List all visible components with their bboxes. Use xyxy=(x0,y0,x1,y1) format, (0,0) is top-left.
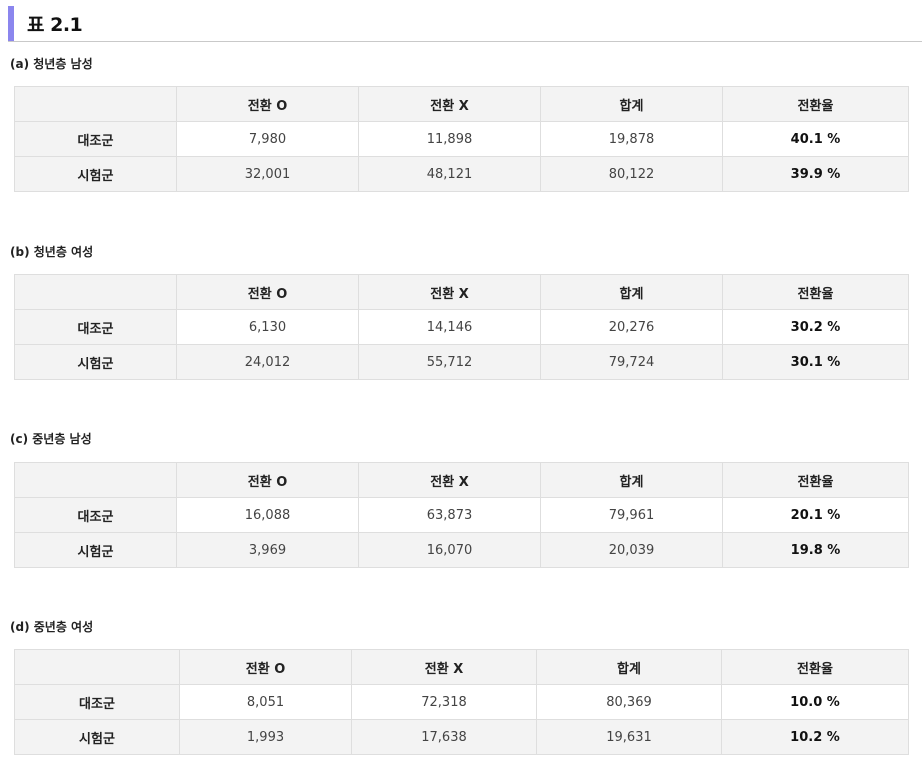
table-row: 시험군 24,012 55,712 79,724 30.1 % xyxy=(14,344,909,380)
table-row: 시험군 1,993 17,638 19,631 10.2 % xyxy=(14,719,909,755)
cell-total: 19,878 xyxy=(540,121,723,157)
heading-accent-bar xyxy=(8,6,14,41)
cell-not-converted: 14,146 xyxy=(358,309,541,345)
cell-not-converted: 16,070 xyxy=(358,532,541,568)
column-header: 전환 X xyxy=(358,274,541,310)
cell-not-converted: 48,121 xyxy=(358,156,541,192)
table-a: 전환 O 전환 X 합계 전환율 대조군 7,980 11,898 19,878… xyxy=(14,86,909,192)
cell-conversion-rate: 40.1 % xyxy=(722,121,909,157)
column-header: 전환율 xyxy=(722,462,909,498)
page-heading: 표 2.1 xyxy=(8,6,922,42)
cell-not-converted: 11,898 xyxy=(358,121,541,157)
column-header: 합계 xyxy=(540,274,723,310)
column-header xyxy=(14,274,177,310)
cell-converted: 8,051 xyxy=(179,684,352,720)
cell-total: 80,369 xyxy=(536,684,722,720)
table-header-row: 전환 O 전환 X 합계 전환율 xyxy=(14,649,909,685)
table-caption-d: (d) 중년층 여성 xyxy=(10,620,94,634)
column-header: 전환 O xyxy=(179,649,352,685)
column-header: 전환 O xyxy=(176,86,359,122)
table-header-row: 전환 O 전환 X 합계 전환율 xyxy=(14,274,909,310)
row-label: 대조군 xyxy=(14,684,180,720)
cell-not-converted: 72,318 xyxy=(351,684,537,720)
table-row: 시험군 32,001 48,121 80,122 39.9 % xyxy=(14,156,909,192)
cell-conversion-rate: 10.0 % xyxy=(721,684,909,720)
cell-converted: 6,130 xyxy=(176,309,359,345)
column-header xyxy=(14,649,180,685)
row-label: 시험군 xyxy=(14,532,177,568)
column-header: 합계 xyxy=(540,462,723,498)
cell-converted: 24,012 xyxy=(176,344,359,380)
table-row: 대조군 7,980 11,898 19,878 40.1 % xyxy=(14,121,909,157)
cell-conversion-rate: 30.1 % xyxy=(722,344,909,380)
column-header: 전환 X xyxy=(358,86,541,122)
column-header: 합계 xyxy=(536,649,722,685)
table-d: 전환 O 전환 X 합계 전환율 대조군 8,051 72,318 80,369… xyxy=(14,649,909,755)
cell-conversion-rate: 20.1 % xyxy=(722,497,909,533)
cell-total: 80,122 xyxy=(540,156,723,192)
column-header xyxy=(14,462,177,498)
table-b: 전환 O 전환 X 합계 전환율 대조군 6,130 14,146 20,276… xyxy=(14,274,909,380)
cell-conversion-rate: 39.9 % xyxy=(722,156,909,192)
cell-not-converted: 63,873 xyxy=(358,497,541,533)
cell-not-converted: 55,712 xyxy=(358,344,541,380)
column-header: 전환 X xyxy=(358,462,541,498)
row-label: 시험군 xyxy=(14,156,177,192)
column-header: 전환 X xyxy=(351,649,537,685)
cell-total: 79,961 xyxy=(540,497,723,533)
cell-converted: 32,001 xyxy=(176,156,359,192)
row-label: 시험군 xyxy=(14,344,177,380)
table-caption-a: (a) 청년층 남성 xyxy=(10,57,93,71)
cell-conversion-rate: 10.2 % xyxy=(721,719,909,755)
column-header xyxy=(14,86,177,122)
cell-converted: 7,980 xyxy=(176,121,359,157)
table-header-row: 전환 O 전환 X 합계 전환율 xyxy=(14,462,909,498)
column-header: 전환율 xyxy=(722,274,909,310)
column-header: 전환율 xyxy=(722,86,909,122)
column-header: 전환율 xyxy=(721,649,909,685)
page-title: 표 2.1 xyxy=(27,14,83,36)
row-label: 시험군 xyxy=(14,719,180,755)
table-c: 전환 O 전환 X 합계 전환율 대조군 16,088 63,873 79,96… xyxy=(14,462,909,568)
table-header-row: 전환 O 전환 X 합계 전환율 xyxy=(14,86,909,122)
table-caption-b: (b) 청년층 여성 xyxy=(10,245,94,259)
cell-total: 79,724 xyxy=(540,344,723,380)
cell-conversion-rate: 30.2 % xyxy=(722,309,909,345)
cell-total: 20,276 xyxy=(540,309,723,345)
cell-converted: 16,088 xyxy=(176,497,359,533)
cell-not-converted: 17,638 xyxy=(351,719,537,755)
cell-converted: 1,993 xyxy=(179,719,352,755)
table-caption-c: (c) 중년층 남성 xyxy=(10,432,92,446)
column-header: 전환 O xyxy=(176,462,359,498)
cell-total: 19,631 xyxy=(536,719,722,755)
row-label: 대조군 xyxy=(14,497,177,533)
table-row: 대조군 8,051 72,318 80,369 10.0 % xyxy=(14,684,909,720)
cell-conversion-rate: 19.8 % xyxy=(722,532,909,568)
cell-converted: 3,969 xyxy=(176,532,359,568)
table-row: 대조군 6,130 14,146 20,276 30.2 % xyxy=(14,309,909,345)
row-label: 대조군 xyxy=(14,309,177,345)
column-header: 전환 O xyxy=(176,274,359,310)
cell-total: 20,039 xyxy=(540,532,723,568)
table-row: 대조군 16,088 63,873 79,961 20.1 % xyxy=(14,497,909,533)
row-label: 대조군 xyxy=(14,121,177,157)
table-row: 시험군 3,969 16,070 20,039 19.8 % xyxy=(14,532,909,568)
column-header: 합계 xyxy=(540,86,723,122)
